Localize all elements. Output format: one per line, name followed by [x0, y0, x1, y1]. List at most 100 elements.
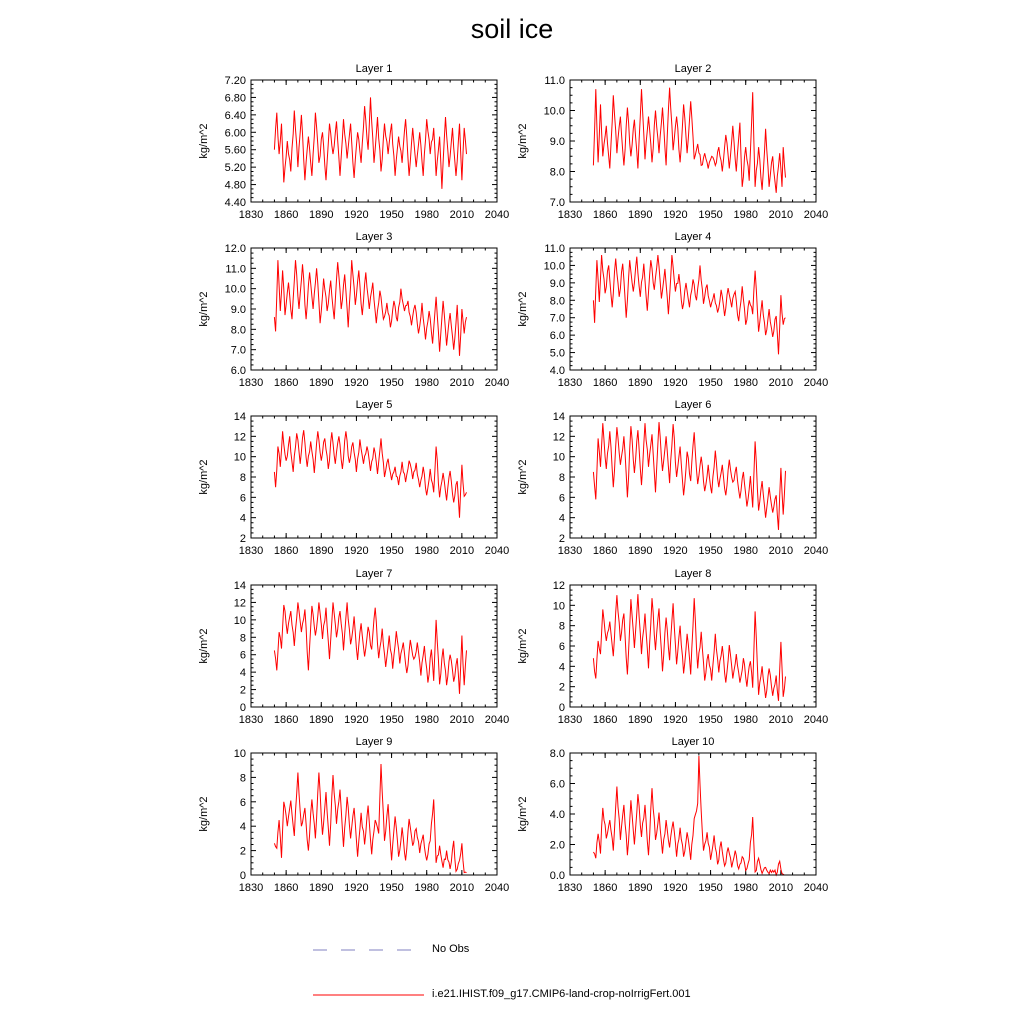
panel-title: Layer 9 [356, 736, 393, 748]
x-tick-label: 2040 [804, 545, 828, 557]
x-tick-label: 1860 [274, 545, 298, 557]
plot-frame [569, 415, 817, 539]
x-tick-label: 1890 [628, 545, 652, 557]
y-axis-label: kg/m^2 [517, 459, 529, 494]
y-tick-label: 8 [559, 472, 565, 484]
x-tick-label: 2040 [485, 714, 509, 726]
series-line [592, 254, 786, 355]
x-tick-label: 1920 [663, 714, 687, 726]
x-tick-label: 1860 [593, 545, 617, 557]
y-tick-label: 14 [553, 411, 565, 423]
x-tick-label: 2040 [804, 714, 828, 726]
legend-label-model: i.e21.IHIST.f09_g17.CMIP6-land-crop-noIr… [432, 988, 691, 1000]
x-tick-label: 2040 [485, 377, 509, 389]
x-tick-label: 1830 [558, 714, 582, 726]
y-tick-label: 9.0 [550, 136, 565, 148]
x-tick-label: 1920 [663, 882, 687, 894]
y-axis-label: kg/m^2 [517, 628, 529, 663]
y-tick-label: 6.0 [231, 365, 246, 377]
x-tick-label: 1890 [309, 377, 333, 389]
y-tick-label: 2 [240, 846, 246, 858]
x-tick-label: 1980 [414, 714, 438, 726]
x-tick-label: 1890 [309, 209, 333, 221]
plot-frame [569, 752, 817, 876]
x-tick-label: 1980 [733, 714, 757, 726]
x-tick-label: 1980 [733, 882, 757, 894]
panel-title: Layer 2 [675, 63, 712, 75]
x-tick-label: 1950 [379, 209, 403, 221]
y-tick-label: 6 [559, 492, 565, 504]
y-tick-label: 4 [240, 667, 246, 679]
x-tick-label: 2010 [769, 209, 793, 221]
y-tick-label: 2 [240, 533, 246, 545]
x-tick-label: 2040 [804, 377, 828, 389]
x-tick-label: 1890 [628, 882, 652, 894]
plot-frame [569, 79, 817, 203]
y-tick-label: 8.0 [550, 167, 565, 179]
x-tick-label: 1950 [698, 882, 722, 894]
y-tick-label: 2 [559, 682, 565, 694]
x-tick-label: 1980 [733, 545, 757, 557]
x-tick-label: 2040 [485, 882, 509, 894]
y-axis-label: kg/m^2 [198, 459, 210, 494]
y-axis-label: kg/m^2 [198, 796, 210, 831]
y-tick-label: 8 [559, 621, 565, 633]
y-tick-label: 5.0 [550, 348, 565, 360]
y-tick-label: 12 [553, 580, 565, 592]
y-tick-label: 12 [553, 431, 565, 443]
panel-title: Layer 7 [356, 568, 393, 580]
x-tick-label: 2010 [450, 377, 474, 389]
panel-layer-1: Layer 1 kg/m^2 1830 1860 1890 1920 1950 1980 201… [198, 63, 509, 221]
y-tick-label: 11.0 [225, 263, 246, 275]
y-tick-label: 10 [234, 748, 246, 760]
panel-title: Layer 1 [356, 63, 393, 75]
x-tick-label: 1920 [663, 377, 687, 389]
x-tick-label: 1980 [733, 377, 757, 389]
x-tick-label: 2010 [769, 882, 793, 894]
x-tick-label: 1830 [239, 209, 263, 221]
x-tick-label: 1890 [628, 377, 652, 389]
y-tick-label: 4 [559, 661, 565, 673]
panel-layer-6: Layer 6 kg/m^2 1830 1860 1890 1920 1950 1980 201… [517, 399, 828, 557]
panel-title: Layer 6 [675, 399, 712, 411]
panel-title: Layer 5 [356, 399, 393, 411]
x-tick-label: 1860 [593, 377, 617, 389]
y-tick-label: 6.0 [550, 330, 565, 342]
x-tick-label: 1830 [239, 377, 263, 389]
x-tick-label: 1980 [414, 545, 438, 557]
x-tick-label: 1980 [414, 377, 438, 389]
y-tick-label: 8.0 [550, 295, 565, 307]
x-tick-label: 1830 [558, 882, 582, 894]
y-tick-label: 7.0 [550, 313, 565, 325]
y-tick-label: 12 [234, 597, 246, 609]
x-tick-label: 2040 [804, 882, 828, 894]
y-tick-label: 6.40 [225, 110, 246, 122]
x-tick-label: 1920 [344, 545, 368, 557]
y-axis-label: kg/m^2 [517, 796, 529, 831]
x-tick-label: 1890 [628, 714, 652, 726]
y-tick-label: 14 [234, 411, 246, 423]
x-tick-label: 1920 [344, 377, 368, 389]
x-tick-label: 1920 [344, 209, 368, 221]
x-tick-label: 1950 [379, 377, 403, 389]
x-tick-label: 1830 [239, 545, 263, 557]
y-tick-label: 7.20 [225, 75, 246, 87]
x-tick-label: 1860 [593, 882, 617, 894]
plot-frame [569, 247, 817, 371]
y-tick-label: 10 [234, 452, 246, 464]
x-tick-label: 1860 [593, 209, 617, 221]
plot-frame [250, 752, 498, 876]
x-tick-label: 1980 [414, 882, 438, 894]
y-tick-label: 6 [240, 492, 246, 504]
series-line [592, 755, 786, 877]
series-line [592, 594, 786, 701]
x-tick-label: 1860 [274, 714, 298, 726]
plot-frame [250, 584, 498, 708]
y-tick-label: 6.00 [225, 127, 246, 139]
y-tick-label: 4 [240, 513, 246, 525]
y-tick-label: 14 [234, 580, 246, 592]
series-line [273, 260, 467, 356]
panel-title: Layer 3 [356, 231, 393, 243]
